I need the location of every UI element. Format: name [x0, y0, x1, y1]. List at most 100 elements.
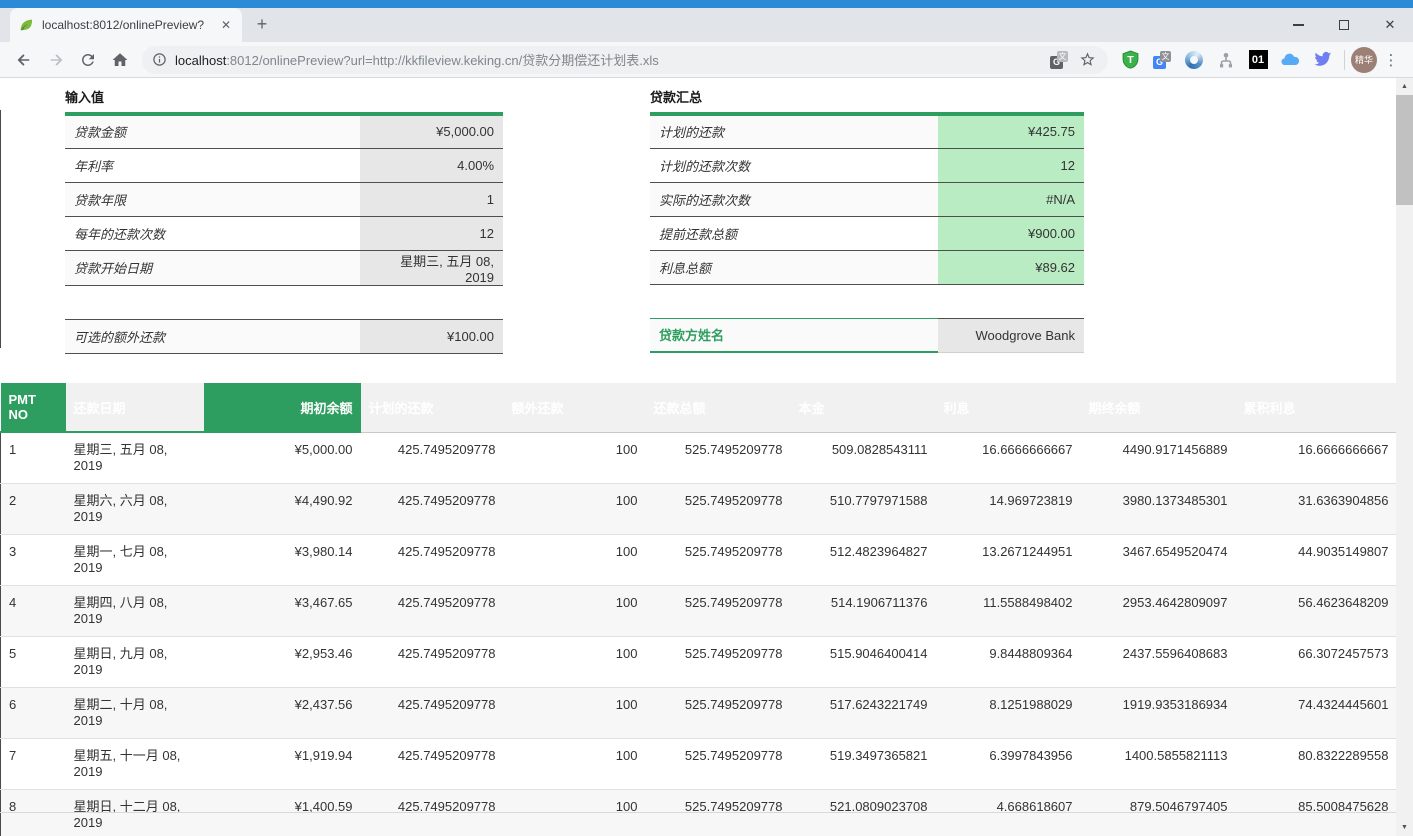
amount-cell: 425.7495209778 [360, 738, 504, 790]
sheet-bottom-divider [0, 812, 1396, 813]
amount-cell: 425.7495209778 [360, 687, 504, 739]
page-info-icon[interactable] [152, 52, 167, 67]
amount-cell: 31.6363904856 [1235, 483, 1397, 535]
input-row: 贷款开始日期 星期三, 五月 08, 2019 [65, 250, 504, 286]
sitemap-extension-button[interactable] [1212, 46, 1240, 74]
row-label: 贷款年限 [65, 182, 360, 217]
payment-date-cell: 星期一, 七月 08, 2019 [65, 534, 204, 586]
amount-cell: 8.1251988029 [935, 687, 1081, 739]
summary-row: 计划的还款次数 12 [650, 148, 1085, 183]
tab-close-icon[interactable]: ✕ [220, 18, 232, 32]
browser-menu-button[interactable]: ⋮ [1383, 51, 1399, 69]
vertical-scrollbar[interactable]: ▲ ▼ [1396, 78, 1413, 836]
home-button[interactable] [106, 46, 134, 74]
pmt-no-cell: 4 [0, 585, 66, 637]
bookmark-star-button[interactable] [1076, 49, 1098, 71]
profile-avatar[interactable]: 精华 [1351, 46, 1377, 73]
amount-cell: 11.5588498402 [935, 585, 1081, 637]
amount-cell: 16.6666666667 [935, 432, 1081, 484]
lender-label: 贷款方姓名 [650, 317, 938, 353]
scrollbar-thumb[interactable] [1396, 95, 1413, 205]
amount-cell: 525.7495209778 [645, 585, 791, 637]
shield-icon: T [1122, 50, 1138, 69]
payment-date-cell: 星期二, 十月 08, 2019 [65, 687, 204, 739]
pmt-no-cell: 6 [0, 687, 66, 739]
translate-page-button[interactable]: G 文 [1048, 49, 1070, 71]
amount-cell: 13.2671244951 [935, 534, 1081, 586]
swirl-extension-button[interactable] [1180, 46, 1208, 74]
payment-date-cell: 星期四, 八月 08, 2019 [65, 585, 204, 637]
summary-section-title: 贷款汇总 [650, 84, 1085, 116]
01-badge-icon: 01 [1248, 50, 1268, 69]
forward-button[interactable] [42, 46, 70, 74]
google-translate-extension-button[interactable]: G 文 [1148, 46, 1176, 74]
spreadsheet-preview: 输入值 贷款金额 ¥5,000.00 年利率 4.00% 贷款年限 1 每年的还款次数… [0, 78, 1397, 836]
column-header: 本金 [790, 383, 936, 433]
amount-cell: 525.7495209778 [645, 636, 791, 688]
amount-cell: 512.4823964827 [790, 534, 936, 586]
column-header: 额外还款 [503, 383, 646, 433]
browser-tab[interactable]: localhost:8012/onlinePreview? ✕ [10, 8, 242, 42]
back-button[interactable] [10, 46, 38, 74]
summary-row: 提前还款总额 ¥900.00 [650, 216, 1085, 251]
browser-titlebar: localhost:8012/onlinePreview? ✕ + ✕ [0, 8, 1413, 42]
amount-cell: ¥3,467.65 [203, 585, 361, 637]
amount-cell: 525.7495209778 [645, 687, 791, 739]
spacer-row [65, 285, 504, 319]
row-value: 4.00% [360, 148, 504, 183]
amount-cell: 74.4324445601 [1235, 687, 1397, 739]
window-accent-strip [0, 0, 1413, 8]
payment-date-cell: 星期六, 六月 08, 2019 [65, 483, 204, 535]
close-window-button[interactable]: ✕ [1367, 8, 1413, 42]
amount-cell: 66.3072457573 [1235, 636, 1397, 688]
row-label: 提前还款总额 [650, 216, 938, 251]
svg-text:T: T [1127, 54, 1134, 66]
reload-button[interactable] [74, 46, 102, 74]
payment-date-cell: 星期三, 五月 08, 2019 [65, 432, 204, 484]
translate-wen-glyph: 文 [1057, 50, 1068, 62]
row-label: 计划的还款次数 [650, 148, 938, 183]
column-header: 还款总额 [645, 383, 791, 433]
01-extension-button[interactable]: 01 [1244, 46, 1272, 74]
amount-cell: ¥3,980.14 [203, 534, 361, 586]
row-label: 每年的还款次数 [65, 216, 360, 251]
home-icon [112, 52, 128, 66]
shield-extension-button[interactable]: T [1116, 46, 1144, 74]
window-controls: ✕ [1275, 8, 1413, 42]
amount-cell: 514.1906711376 [790, 585, 936, 637]
url-path: :8012/onlinePreview?url=http://kkfilevie… [226, 53, 659, 68]
pmt-no-cell: 3 [0, 534, 66, 586]
maximize-button[interactable] [1321, 8, 1367, 42]
spacer-row [650, 284, 1085, 318]
amount-cell: 515.9046400414 [790, 636, 936, 688]
star-icon [1079, 52, 1095, 66]
table-row: 5 星期日, 九月 08, 2019 ¥2,953.46 425.7495209778… [0, 636, 1397, 688]
tray-divider [1344, 49, 1345, 70]
lender-name-row: 贷款方姓名 Woodgrove Bank [650, 317, 1085, 353]
extra-payment-row: 可选的额外还款 ¥100.00 [65, 318, 504, 354]
google-translate-icon: G 文 [1153, 50, 1171, 69]
scroll-up-arrow-icon[interactable]: ▲ [1401, 83, 1408, 90]
url-host: localhost [175, 53, 227, 68]
cloud-icon [1281, 53, 1300, 65]
row-label: 计划的还款 [650, 114, 938, 149]
amount-cell: ¥1,919.94 [203, 738, 361, 790]
scroll-down-arrow-icon[interactable]: ▼ [1401, 824, 1408, 831]
bird-extension-button[interactable] [1308, 46, 1336, 74]
new-tab-button[interactable]: + [256, 14, 268, 34]
address-bar[interactable]: localhost:8012/onlinePreview?url=http://… [142, 45, 1108, 74]
url-text: localhost:8012/onlinePreview?url=http://… [175, 50, 1042, 69]
pmt-no-cell: 7 [0, 738, 66, 790]
amount-cell: 425.7495209778 [360, 534, 504, 586]
row-label: 贷款开始日期 [65, 250, 360, 286]
minimize-button[interactable] [1275, 8, 1321, 42]
cloud-extension-button[interactable] [1276, 46, 1304, 74]
row-value: 1 [360, 182, 504, 217]
table-row: 6 星期二, 十月 08, 2019 ¥2,437.56 425.7495209778… [0, 687, 1397, 739]
amount-cell: 425.7495209778 [360, 585, 504, 637]
amount-cell: 100 [503, 636, 646, 688]
amount-cell: 100 [503, 585, 646, 637]
amount-cell: 80.8322289558 [1235, 738, 1397, 790]
amount-cell: 425.7495209778 [360, 483, 504, 535]
sheet-left-border [0, 110, 1, 348]
